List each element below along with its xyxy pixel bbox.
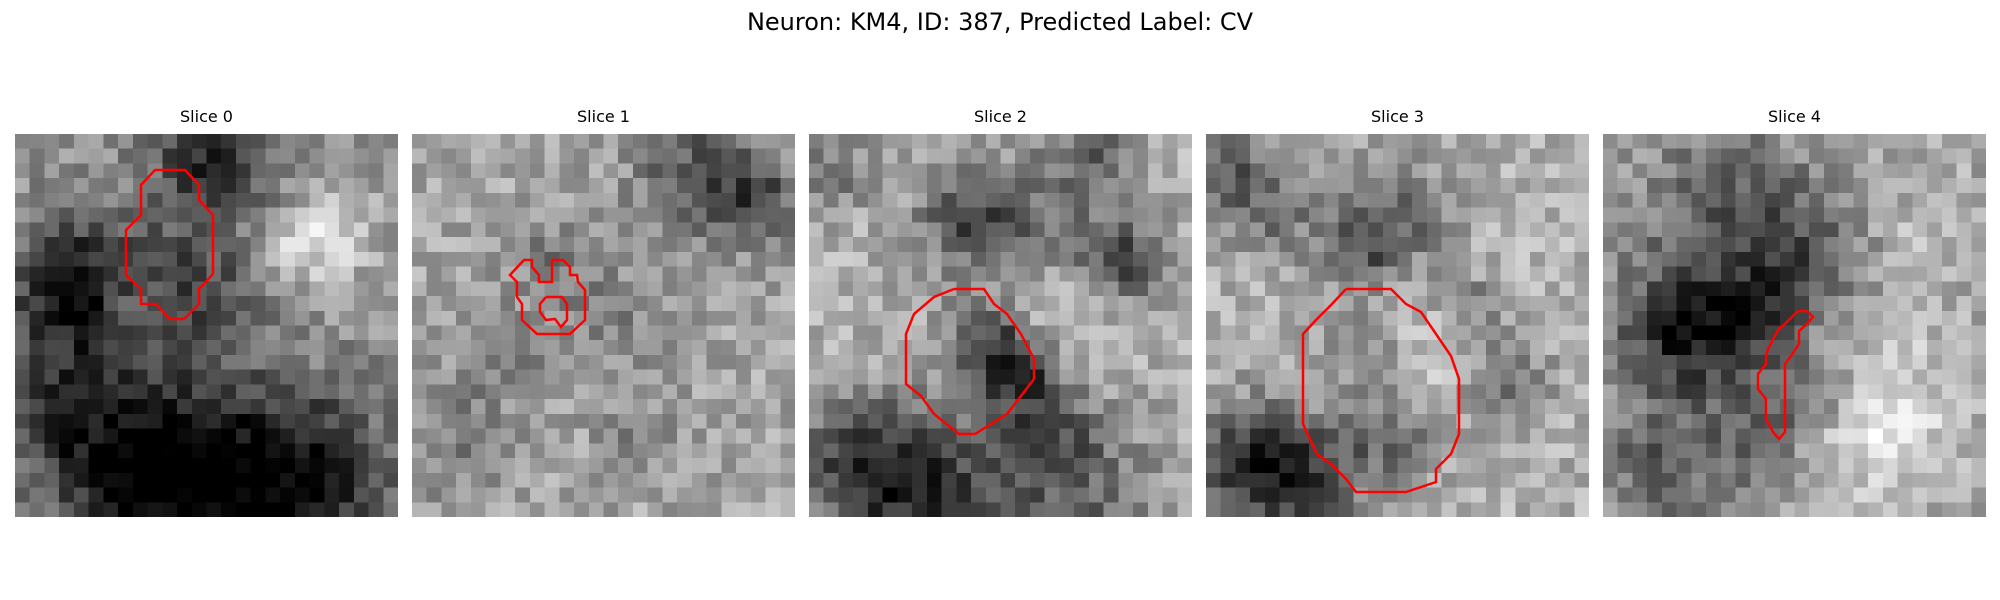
contour-overlay-3 [1301, 287, 1461, 494]
red-contour-4 [1756, 309, 1815, 441]
grayscale-image-1 [412, 134, 795, 517]
contour-overlay-1 [508, 258, 587, 336]
slice-image-4 [1603, 134, 1986, 517]
slice-image-0 [15, 134, 398, 517]
red-contour-inner-1 [538, 295, 569, 329]
red-contour-2 [904, 287, 1036, 436]
red-contour-outer-1 [508, 258, 587, 336]
grayscale-image-4 [1603, 134, 1986, 517]
slice-image-1 [412, 134, 795, 517]
slice-title-3: Slice 3 [1371, 107, 1424, 126]
grayscale-image-0 [15, 134, 398, 517]
slice-image-2 [809, 134, 1192, 517]
contour-overlay-4 [1756, 309, 1815, 441]
slice-title-0: Slice 0 [180, 107, 233, 126]
grayscale-image-3 [1206, 134, 1589, 517]
red-contour-3 [1301, 287, 1461, 494]
red-contour-0 [124, 168, 215, 321]
slice-title-2: Slice 2 [974, 107, 1027, 126]
slice-title-1: Slice 1 [577, 107, 630, 126]
grayscale-image-2 [809, 134, 1192, 517]
slice-title-4: Slice 4 [1768, 107, 1821, 126]
contour-overlay-2 [904, 287, 1036, 436]
contour-overlay-0 [124, 168, 215, 321]
slice-image-3 [1206, 134, 1589, 517]
figure-title: Neuron: KM4, ID: 387, Predicted Label: C… [746, 8, 1254, 36]
